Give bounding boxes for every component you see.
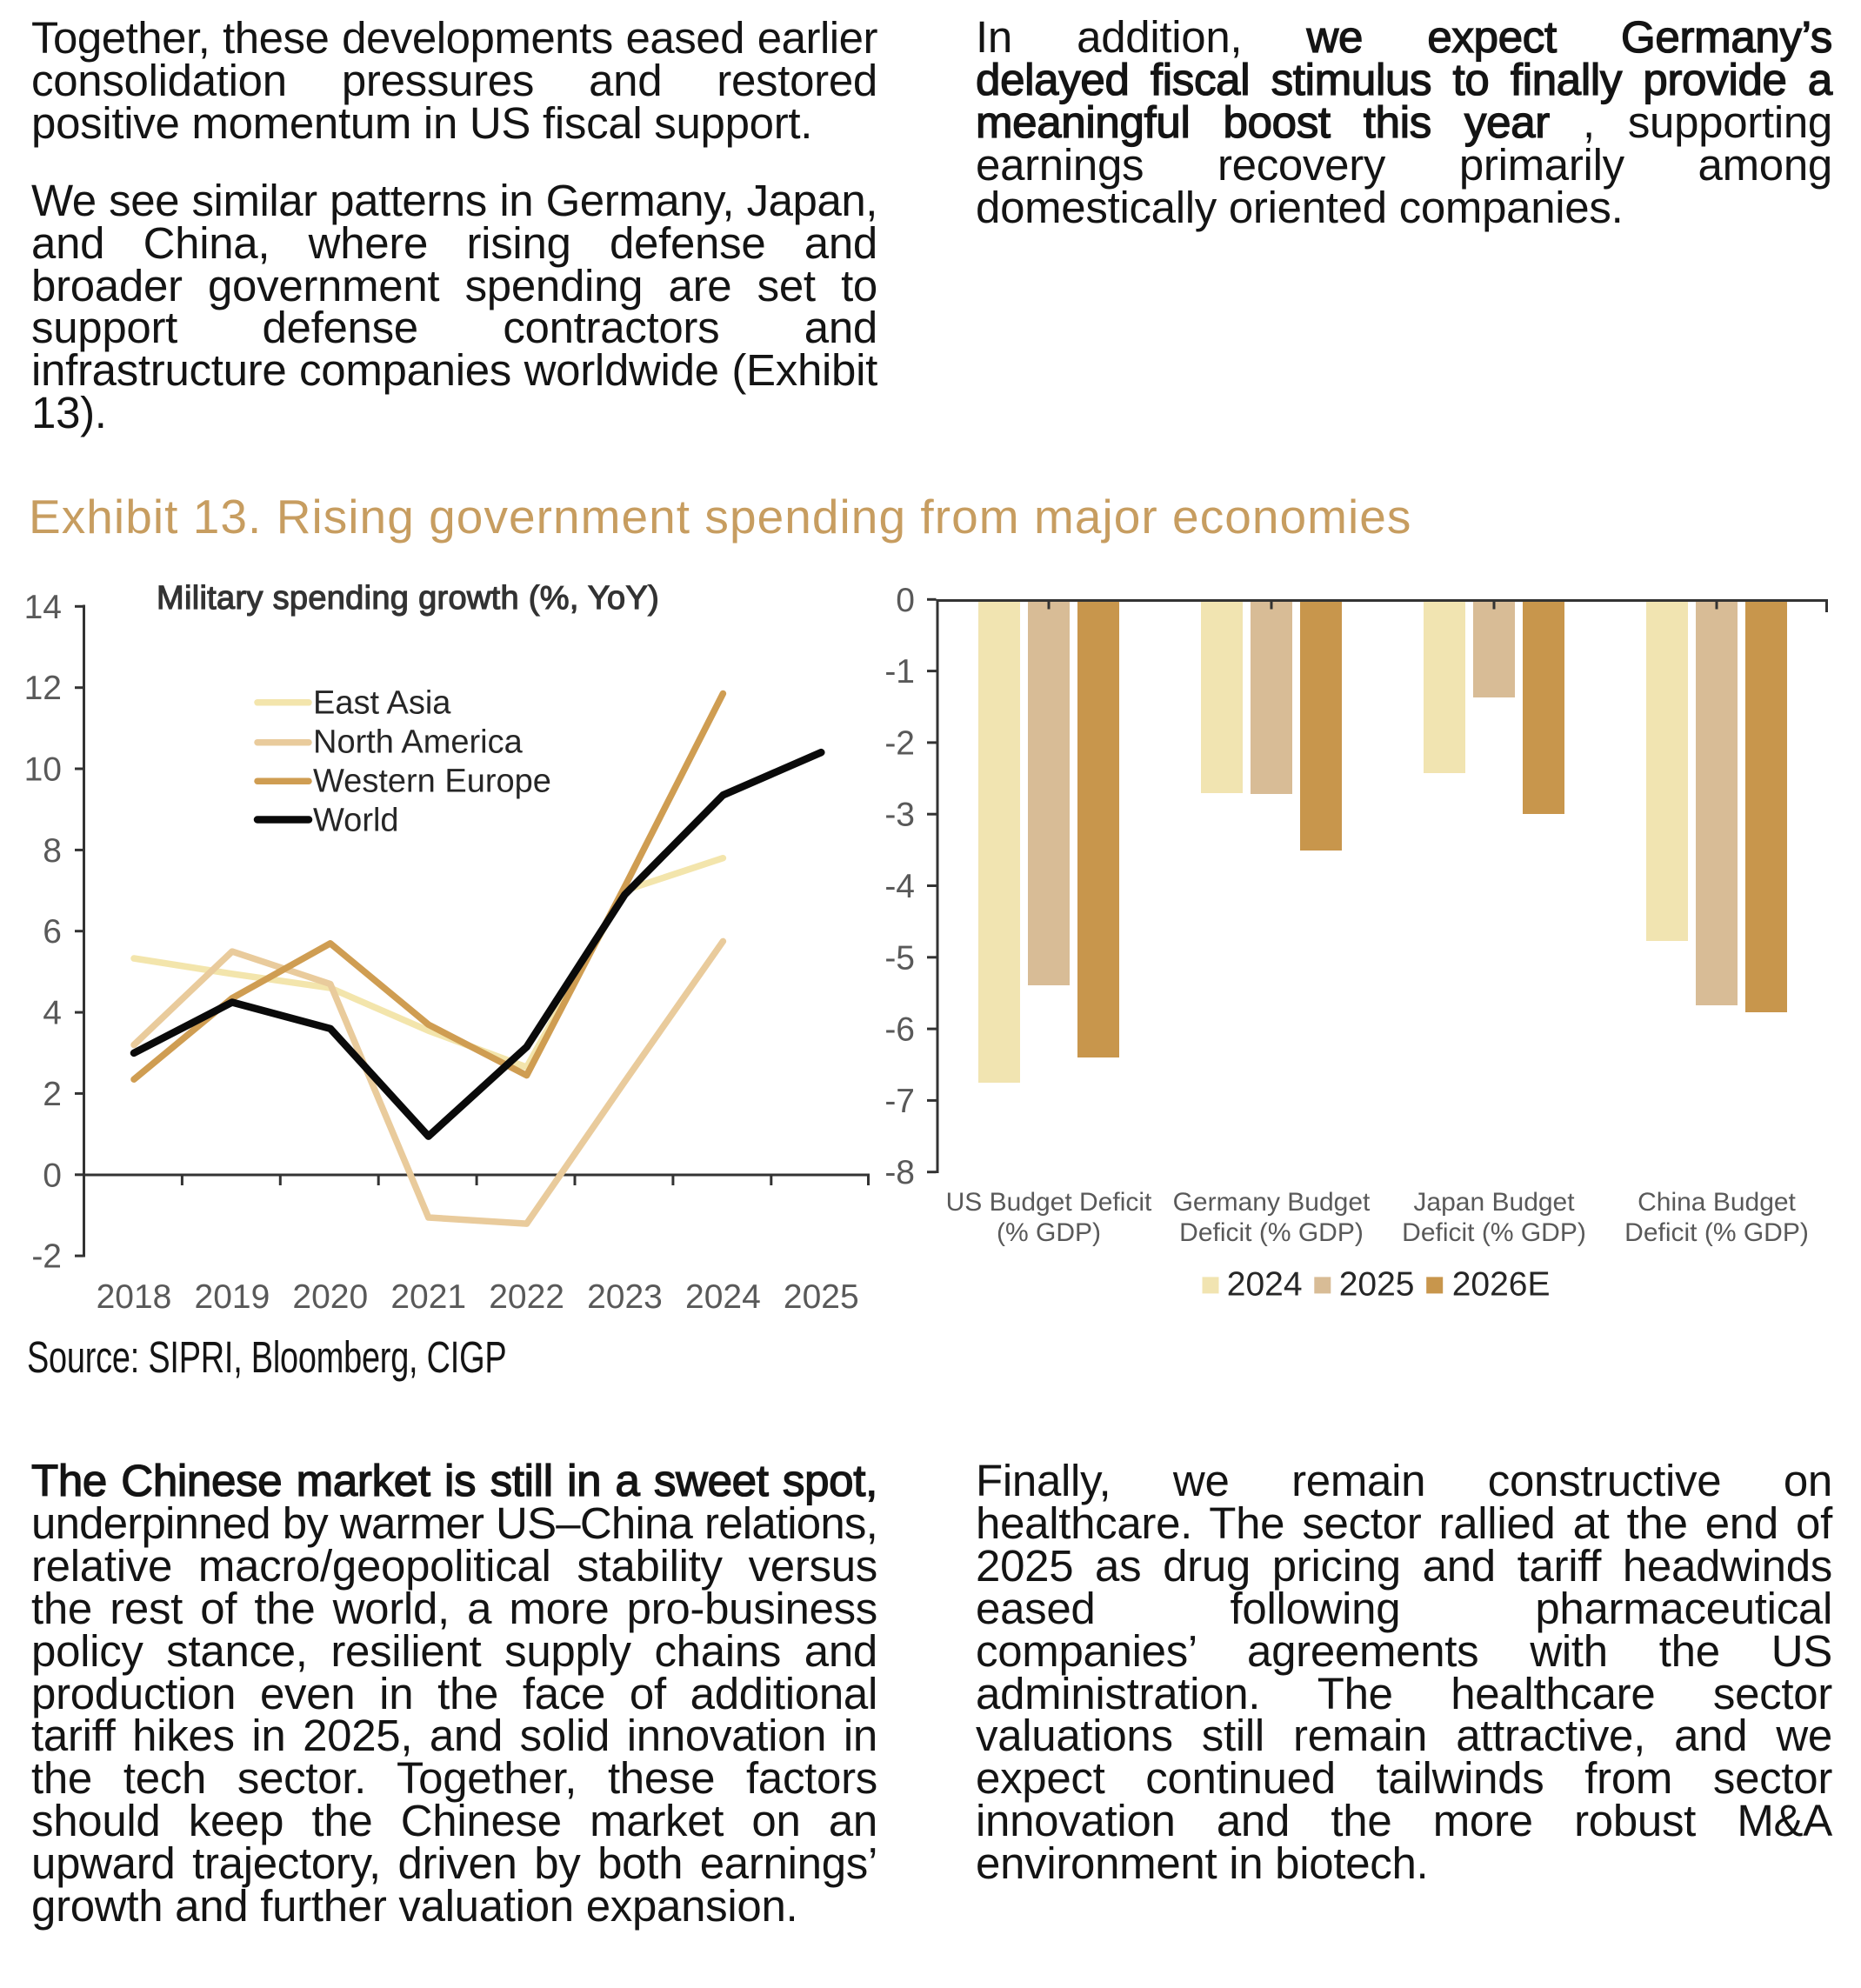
svg-text:Deficit (% GDP): Deficit (% GDP) (1624, 1218, 1809, 1247)
svg-text:-2: -2 (884, 724, 915, 762)
svg-text:-3: -3 (884, 797, 915, 834)
svg-text:10: 10 (24, 751, 62, 789)
svg-text:14: 14 (24, 589, 62, 626)
svg-text:East Asia: East Asia (313, 685, 451, 722)
svg-text:North America: North America (313, 724, 524, 761)
svg-text:China Budget: China Budget (1638, 1188, 1796, 1217)
svg-text:2025: 2025 (784, 1278, 859, 1316)
svg-text:2019: 2019 (195, 1278, 270, 1316)
svg-text:6: 6 (43, 913, 62, 951)
svg-text:2022: 2022 (489, 1278, 564, 1316)
svg-text:2025: 2025 (1339, 1266, 1415, 1304)
svg-text:2024: 2024 (685, 1278, 761, 1316)
svg-text:Japan Budget: Japan Budget (1413, 1188, 1575, 1217)
svg-text:-7: -7 (884, 1083, 915, 1120)
svg-text:2023: 2023 (587, 1278, 663, 1316)
svg-text:World: World (313, 802, 399, 838)
svg-text:0: 0 (43, 1157, 62, 1194)
svg-text:2: 2 (43, 1076, 62, 1113)
svg-text:8: 8 (43, 832, 62, 870)
svg-text:Germany Budget: Germany Budget (1173, 1188, 1371, 1217)
svg-text:US Budget Deficit: US Budget Deficit (946, 1188, 1152, 1217)
svg-text:12: 12 (24, 670, 62, 707)
svg-text:2021: 2021 (390, 1278, 466, 1316)
svg-text:2018: 2018 (97, 1278, 172, 1316)
svg-text:-4: -4 (884, 868, 915, 905)
svg-text:4: 4 (43, 995, 62, 1032)
svg-text:Military spending growth (%, Y: Military spending growth (%, YoY) (157, 580, 659, 617)
svg-text:2020: 2020 (292, 1278, 368, 1316)
svg-text:-6: -6 (884, 1011, 915, 1049)
svg-text:-2: -2 (31, 1238, 62, 1276)
svg-text:Deficit (% GDP): Deficit (% GDP) (1179, 1218, 1364, 1247)
svg-text:-5: -5 (884, 939, 915, 977)
svg-text:Deficit (% GDP): Deficit (% GDP) (1402, 1218, 1586, 1247)
svg-text:2026E: 2026E (1452, 1266, 1551, 1304)
svg-text:2024: 2024 (1227, 1266, 1303, 1304)
svg-text:(% GDP): (% GDP) (997, 1218, 1101, 1247)
svg-text:0: 0 (896, 582, 915, 619)
svg-text:Western Europe: Western Europe (313, 763, 551, 799)
svg-text:-1: -1 (884, 653, 915, 690)
svg-text:-8: -8 (884, 1154, 915, 1191)
